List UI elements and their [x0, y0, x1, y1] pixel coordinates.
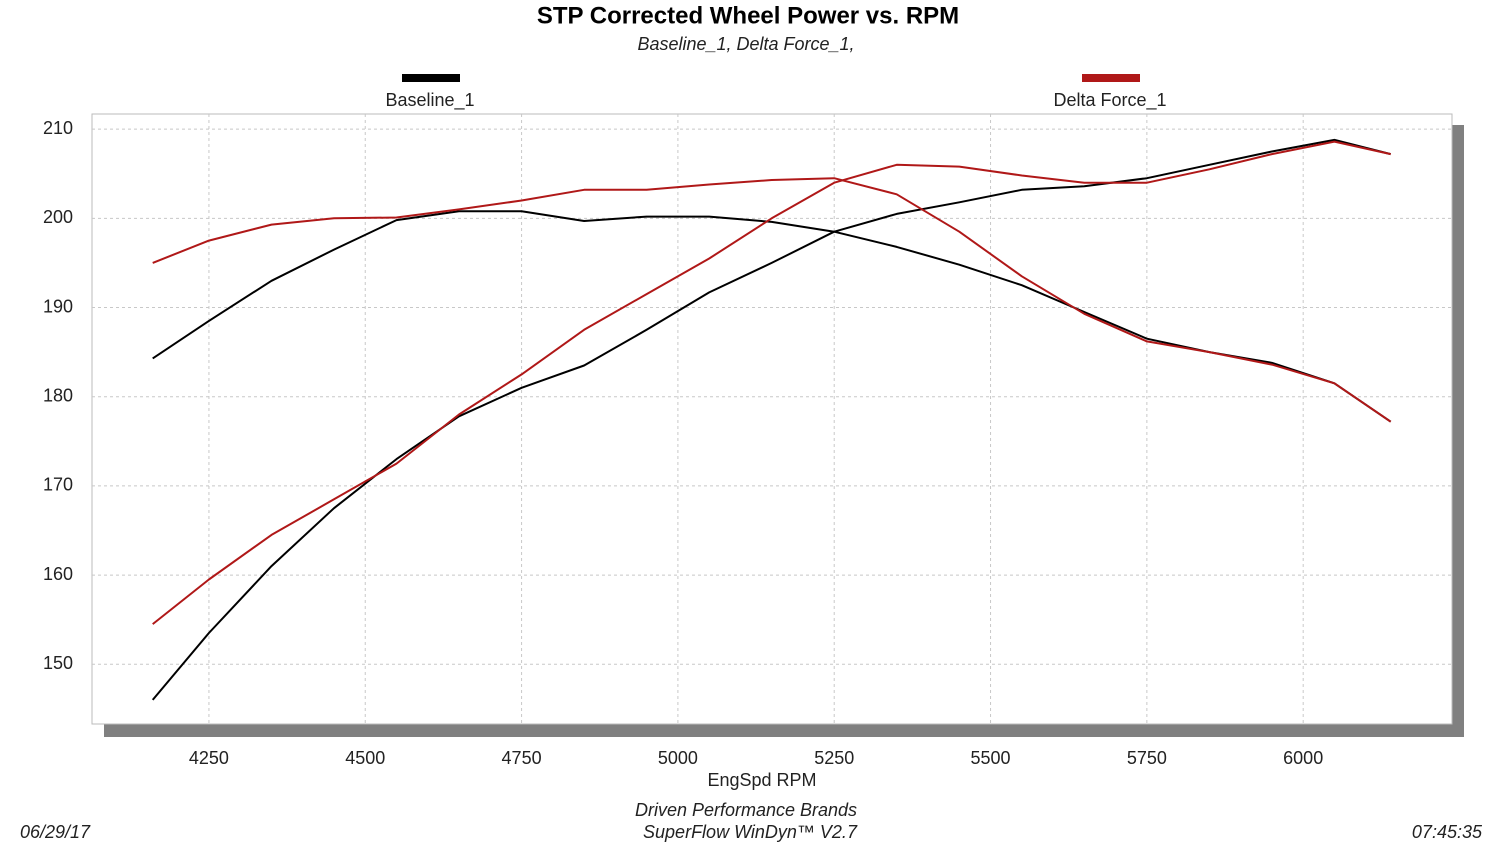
x-axis-label: EngSpd RPM [707, 770, 816, 790]
y-tick-label: 200 [43, 207, 73, 227]
x-tick-label: 5500 [971, 748, 1011, 768]
curve [152, 177, 1392, 423]
y-tick-label: 170 [43, 475, 73, 495]
subtitle: Baseline_1, Delta Force_1, [637, 34, 854, 54]
footer: Driven Performance Brands [635, 800, 857, 820]
legend-label: Delta Force_1 [1053, 90, 1166, 111]
x-tick-label: 4500 [345, 748, 385, 768]
chart-title: STP Corrected Wheel Power vs. RPM [537, 2, 959, 29]
date: 06/29/17 [20, 822, 91, 842]
x-tick-label: 4750 [502, 748, 542, 768]
y-tick-label: 180 [43, 385, 73, 405]
x-tick-label: 5250 [814, 748, 854, 768]
x-tick-label: 5750 [1127, 748, 1167, 768]
x-tick-label: 5000 [658, 748, 698, 768]
y-tick-label: 210 [43, 118, 73, 138]
x-tick-label: 4250 [189, 748, 229, 768]
curve [152, 140, 1391, 625]
y-tick-label: 190 [43, 296, 73, 316]
legend-label: Baseline_1 [385, 90, 474, 111]
x-tick-label: 6000 [1283, 748, 1323, 768]
footer: SuperFlow WinDyn™ V2.7 [643, 822, 858, 842]
y-tick-label: 160 [43, 564, 73, 584]
curve [151, 138, 1391, 701]
time: 07:45:35 [1412, 822, 1483, 842]
plot-area [91, 113, 1453, 725]
y-tick-label: 150 [43, 653, 73, 673]
